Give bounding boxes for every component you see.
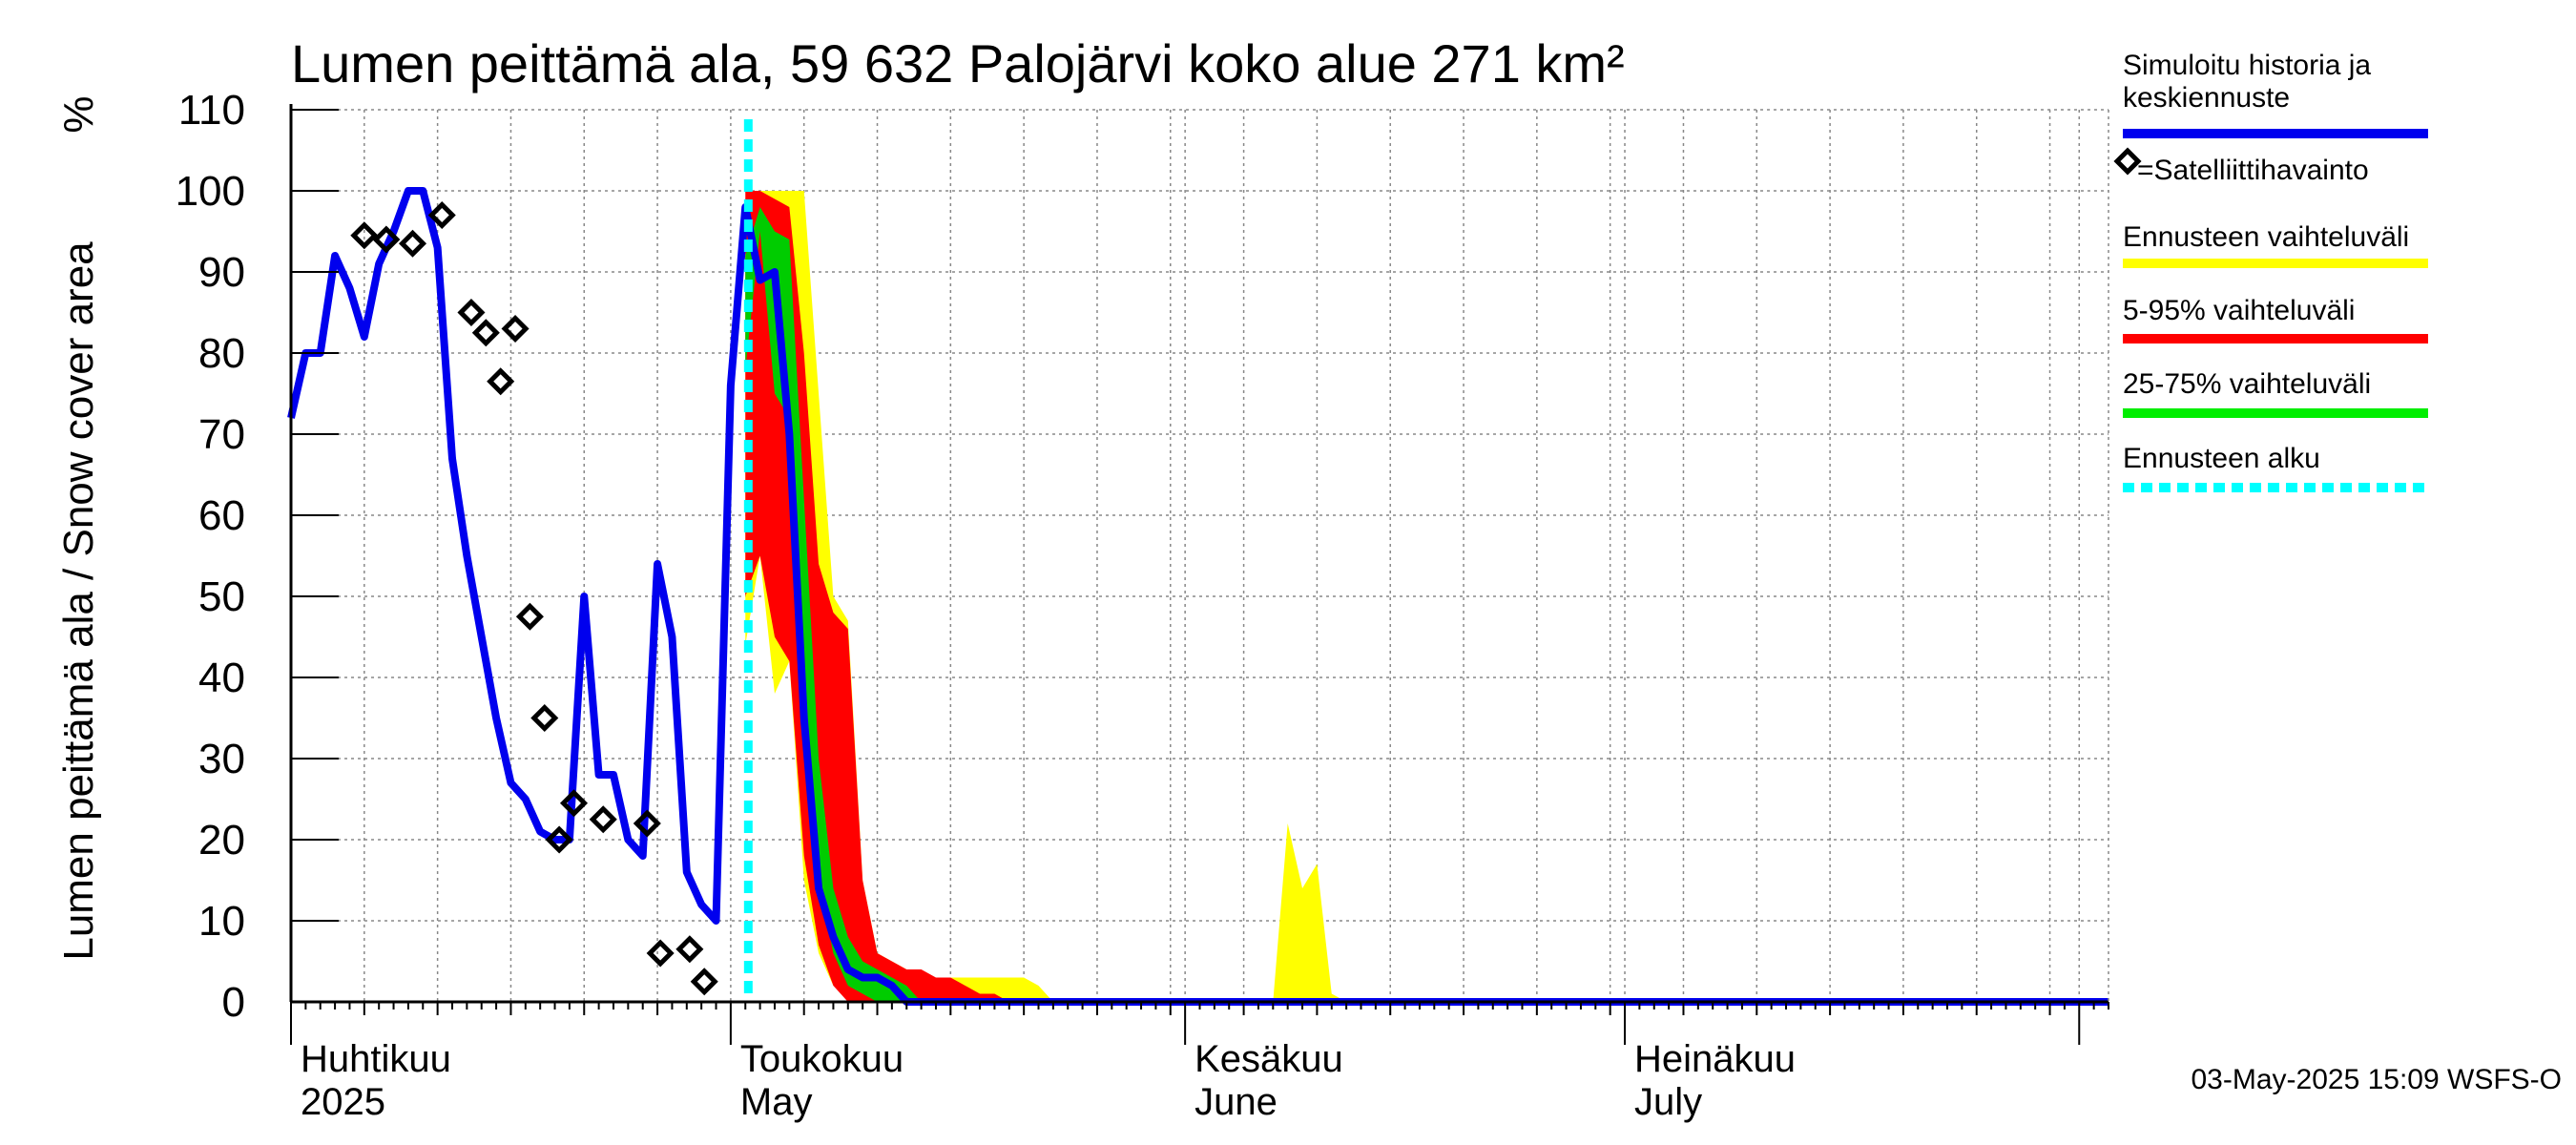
timestamp-footer: 03-May-2025 15:09 WSFS-O bbox=[2192, 1064, 2563, 1095]
satellite-marker bbox=[471, 319, 500, 347]
forecast-band bbox=[1273, 823, 1347, 1002]
satellite-marker bbox=[350, 221, 379, 250]
satellite-marker bbox=[398, 229, 427, 258]
month-label: Heinäkuu bbox=[1634, 1038, 1796, 1080]
y-tick-label: 50 bbox=[198, 573, 245, 620]
satellite-marker bbox=[646, 939, 675, 968]
chart-title: Lumen peittämä ala, 59 632 Palojärvi kok… bbox=[291, 33, 1625, 94]
satellite-marker bbox=[530, 703, 559, 733]
month-label: Huhtikuu bbox=[301, 1038, 451, 1080]
y-tick-label: 90 bbox=[198, 249, 245, 296]
legend-label: 5-95% vaihteluväli bbox=[2123, 295, 2355, 326]
y-axis-label: Lumen peittämä ala / Snow cover area bbox=[55, 241, 102, 961]
y-tick-label: 30 bbox=[198, 736, 245, 782]
y-tick-label: 0 bbox=[222, 979, 245, 1026]
legend-label: Simuloitu historia ja bbox=[2123, 50, 2371, 81]
y-tick-label: 10 bbox=[198, 898, 245, 945]
simulated-series bbox=[287, 119, 2109, 1006]
y-axis-unit: % bbox=[55, 95, 102, 133]
y-tick-label: 80 bbox=[198, 330, 245, 377]
satellite-observations bbox=[350, 200, 718, 996]
satellite-marker bbox=[675, 935, 704, 964]
legend-label: 25-75% vaihteluväli bbox=[2123, 368, 2371, 400]
legend-label: keskiennuste bbox=[2123, 82, 2290, 114]
simulated-line bbox=[287, 187, 2109, 1006]
y-tick-label: 20 bbox=[198, 817, 245, 864]
satellite-marker bbox=[633, 809, 661, 838]
satellite-marker bbox=[589, 805, 617, 834]
satellite-marker bbox=[559, 789, 589, 818]
satellite-marker bbox=[501, 314, 530, 344]
satellite-marker bbox=[545, 825, 573, 854]
month-sub-label: July bbox=[1634, 1081, 1702, 1123]
month-sub-label: May bbox=[740, 1081, 813, 1123]
month-label: Toukokuu bbox=[740, 1038, 904, 1080]
grid bbox=[291, 109, 2109, 1002]
legend-label: =Satelliittihavainto bbox=[2137, 155, 2369, 186]
y-tick-label: 110 bbox=[178, 87, 245, 134]
satellite-marker bbox=[427, 200, 456, 230]
month-sub-label: 2025 bbox=[301, 1081, 385, 1123]
y-tick-label: 40 bbox=[198, 655, 245, 701]
satellite-marker bbox=[457, 298, 486, 327]
legend-label: Ennusteen alku bbox=[2123, 443, 2320, 474]
y-tick-label: 100 bbox=[176, 168, 245, 215]
satellite-marker bbox=[372, 225, 401, 254]
y-tick-label: 60 bbox=[198, 492, 245, 539]
satellite-marker bbox=[487, 367, 515, 396]
legend-label: Ennusteen vaihteluväli bbox=[2123, 221, 2409, 253]
month-sub-label: June bbox=[1195, 1081, 1278, 1123]
satellite-marker bbox=[690, 968, 718, 996]
month-label: Kesäkuu bbox=[1195, 1038, 1343, 1080]
y-tick-label: 70 bbox=[198, 411, 245, 458]
legend-diamond-symbol bbox=[2113, 147, 2142, 176]
satellite-marker bbox=[515, 602, 544, 631]
